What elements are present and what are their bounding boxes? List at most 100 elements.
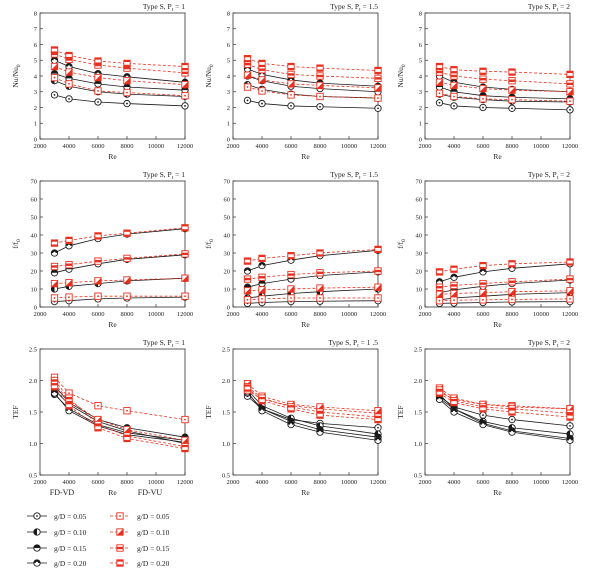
y-axis-label-sub: 0: [401, 64, 407, 67]
legend-marker: [33, 512, 41, 520]
data-point-fill: [123, 60, 131, 62]
data-point: [566, 106, 574, 114]
series-line: [247, 387, 379, 420]
data-point-fill: [258, 76, 266, 84]
y-axis-label-sub: 0: [16, 64, 22, 67]
data-point: [181, 274, 189, 282]
data-point-fill2: [123, 439, 131, 442]
data-point-fill: [258, 68, 266, 71]
data-point: [258, 273, 266, 281]
data-point-fill2: [181, 67, 189, 70]
data-point-hole: [510, 267, 514, 270]
x-tick-label: 8000: [506, 311, 519, 318]
data-point-fill2: [94, 62, 102, 65]
data-point: [258, 279, 266, 288]
data-point: [566, 88, 574, 96]
data-point-fill: [479, 85, 487, 92]
x-axis-label: Re: [493, 320, 502, 329]
data-point-fill: [258, 280, 266, 284]
data-point-fill: [566, 258, 574, 261]
data-point: [374, 424, 382, 432]
series-fd-vu-3: [50, 376, 189, 451]
x-tick-label: 12000: [370, 479, 386, 486]
data-point-fill: [51, 389, 58, 394]
data-point: [479, 296, 487, 304]
x-tick-label: 4000: [448, 311, 461, 318]
data-point-fill: [316, 271, 324, 274]
y-axis-label: Nu/Nu0: [396, 64, 407, 87]
series-line: [439, 389, 571, 414]
y-tick-label: 1.5: [414, 409, 422, 416]
panel-6: 2000 4000 6000 8000 10000 12000 0 10 20 30 40 50 60 7…: [396, 170, 578, 329]
data-point: [94, 402, 102, 410]
y-tick-label: 1: [34, 121, 37, 128]
data-point: [258, 66, 266, 74]
data-point: [508, 428, 516, 436]
data-point: [287, 420, 295, 429]
x-axis-label: Re: [301, 320, 310, 329]
data-point: [181, 436, 189, 444]
data-point-hole: [53, 251, 56, 255]
data-point-fill: [287, 252, 295, 255]
data-point-fill: [479, 92, 487, 96]
legend-item-fd-vu-1: g/D = 0.05: [110, 512, 170, 521]
data-point-dot: [68, 82, 70, 85]
x-tick-label: 12000: [177, 143, 193, 150]
series-fd-vu-3: [435, 68, 574, 88]
data-point: [243, 71, 252, 79]
data-point-fill2: [316, 69, 324, 72]
panel-title-sub: t: [557, 343, 559, 349]
data-point-dot: [569, 424, 571, 427]
series-line: [247, 300, 379, 304]
data-point-fill2: [51, 388, 58, 390]
data-point-fill: [479, 262, 487, 265]
data-point-fill2: [258, 402, 266, 404]
data-point-fill: [123, 257, 131, 260]
data-point-dot: [53, 297, 56, 299]
legend-label: g/D = 0.10: [137, 528, 170, 537]
data-point-fill2: [450, 270, 458, 273]
data-point-fill: [244, 284, 251, 288]
x-axis-label: Re: [493, 152, 502, 161]
panel-title-sub: t: [172, 343, 174, 349]
data-point: [435, 78, 444, 86]
series-line: [54, 227, 186, 244]
y-tick-label: 70: [31, 178, 38, 185]
y-tick-label: 2.5: [29, 346, 37, 353]
data-point: [258, 76, 266, 84]
data-point: [258, 397, 266, 405]
data-point: [94, 73, 102, 82]
data-point-fill: [374, 67, 382, 70]
data-point-fill2: [94, 237, 102, 240]
data-point-fill: [479, 77, 487, 81]
data-point-fill: [316, 426, 324, 430]
series-line: [247, 271, 379, 288]
data-point: [243, 384, 252, 392]
data-point: [243, 296, 252, 304]
data-point: [123, 99, 131, 108]
data-point: [374, 84, 382, 92]
y-axis-label-sub: 0: [16, 239, 22, 242]
y-axis-label: TEF: [396, 405, 405, 418]
data-point: [450, 273, 458, 281]
data-point: [316, 249, 324, 257]
data-point-hole: [481, 270, 485, 274]
series-line: [439, 66, 571, 75]
data-point: [258, 261, 266, 270]
data-point: [123, 77, 131, 85]
data-point-fill2: [65, 407, 73, 409]
series-line: [247, 249, 379, 262]
data-point: [258, 407, 266, 415]
data-point-fill: [450, 266, 458, 268]
y-tick-label: 50: [416, 214, 423, 221]
data-point: [316, 411, 324, 419]
x-tick-label: 10000: [533, 143, 549, 150]
data-point-hole: [67, 244, 71, 247]
data-point-fill: [287, 418, 295, 422]
x-tick-label: 6000: [477, 311, 490, 318]
panel-title-rest: = 2: [558, 170, 570, 179]
y-tick-label: 70: [224, 178, 231, 185]
series-fd-vu-4: [435, 258, 574, 276]
data-point: [94, 87, 102, 95]
series-line: [247, 100, 379, 109]
